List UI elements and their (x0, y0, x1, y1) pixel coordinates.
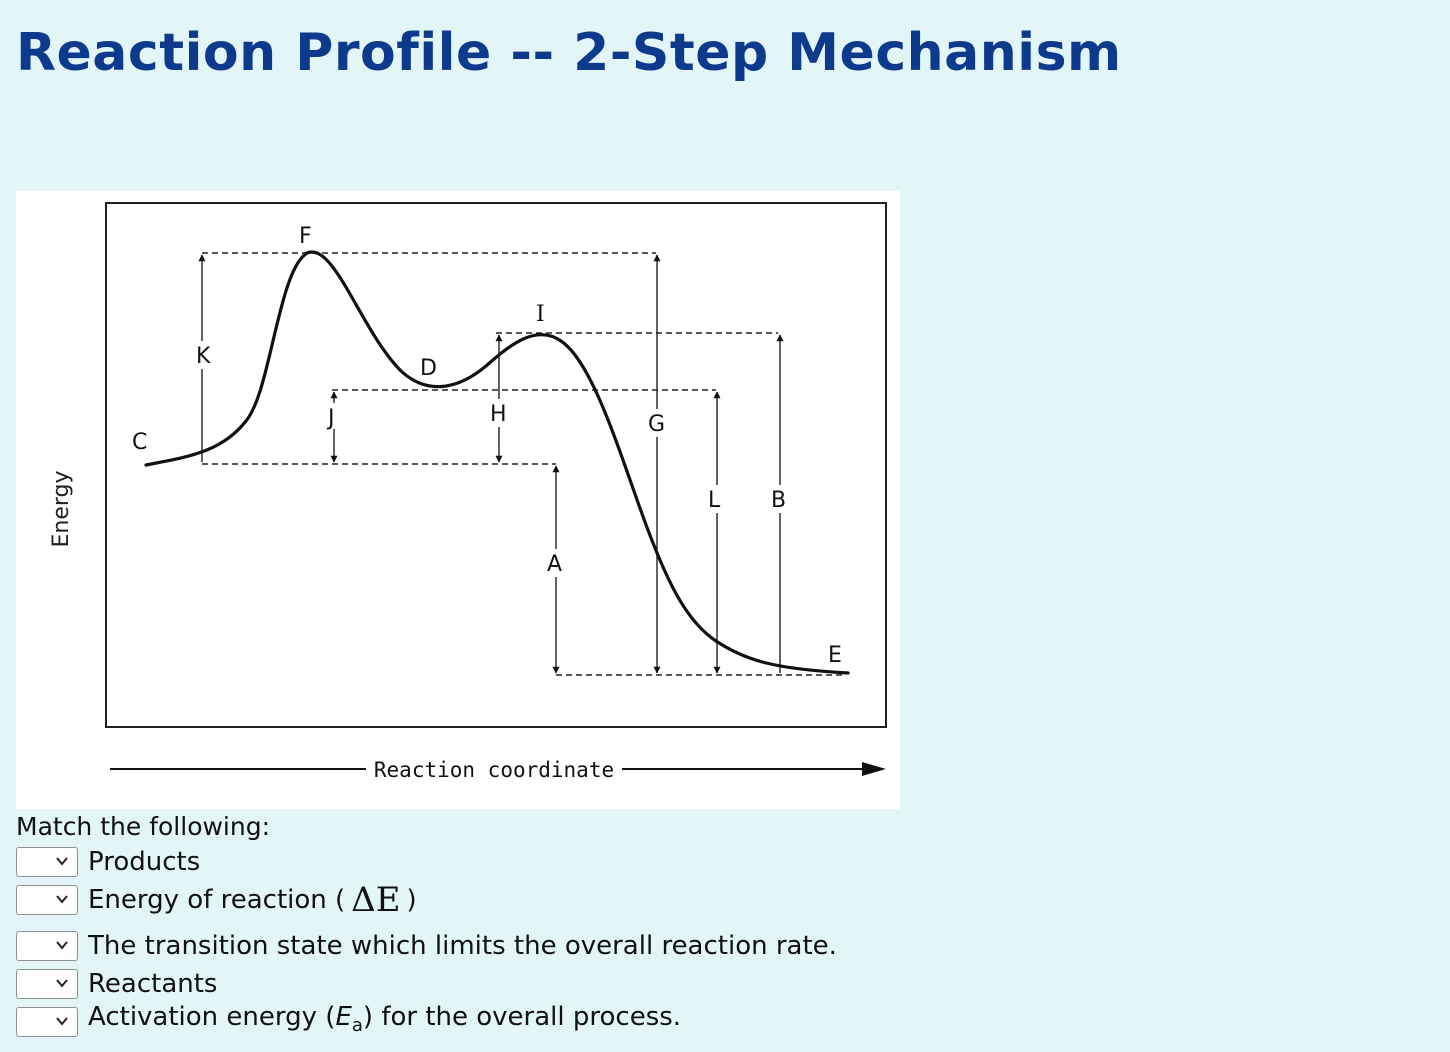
question-row-activation-energy: Activation energy (Ea) for the overall p… (16, 1002, 681, 1040)
question-row-energy-of-reaction: Energy of reaction (ΔE) (16, 882, 417, 918)
chevron-down-icon (56, 857, 68, 866)
label-f: F (299, 224, 312, 249)
energy-curve (144, 250, 850, 675)
reference-lines (202, 252, 846, 676)
plot-frame (105, 202, 887, 728)
point-labels: K F C D J H I G L B A E (132, 224, 842, 668)
label-k: K (196, 344, 211, 369)
questions-intro: Match the following: (16, 812, 271, 841)
question-row-reactants: Reactants (16, 966, 217, 1002)
reaction-profile-diagram: K F C D J H I G L B A E Energy Reaction … (16, 191, 900, 809)
label-i: I (536, 302, 545, 327)
ea-subscript: a (351, 1015, 363, 1037)
label-c: C (132, 430, 147, 455)
matching-questions: Match the following: Products Energy of … (16, 810, 1436, 1037)
question-text-reactants: Reactants (88, 969, 218, 999)
page-title: Reaction Profile -- 2-Step Mechanism (16, 23, 1122, 83)
chevron-down-icon (56, 941, 68, 950)
question-text-transition-state: The transition state which limits the ov… (88, 931, 837, 961)
x-axis-label: Reaction coordinate (374, 758, 614, 782)
y-axis-label: Energy (49, 470, 74, 547)
label-l: L (708, 488, 721, 513)
label-b: B (771, 488, 786, 513)
question-row-transition-state: The transition state which limits the ov… (16, 928, 837, 964)
label-h: H (490, 402, 507, 427)
chevron-down-icon (56, 979, 68, 988)
answer-select-transition-state[interactable] (16, 931, 78, 961)
x-axis-arrowhead (862, 762, 886, 776)
label-d: D (420, 356, 437, 381)
label-g: G (648, 412, 665, 437)
chevron-down-icon (56, 895, 68, 904)
question-text-ea-before: Activation energy ( (88, 1002, 336, 1033)
question-text-energy-after: ) (406, 885, 417, 915)
answer-select-energy-of-reaction[interactable] (16, 885, 78, 915)
answer-select-activation-energy[interactable] (16, 1007, 78, 1037)
label-a: A (547, 552, 562, 577)
question-text-energy-of-reaction: Energy of reaction (ΔE) (88, 882, 417, 918)
delta-e-symbol: ΔE (351, 880, 401, 920)
question-row-products: Products (16, 844, 200, 880)
energy-arrows (198, 254, 784, 674)
chevron-down-icon (56, 1017, 68, 1026)
ea-symbol: E (335, 1002, 352, 1033)
question-text-energy-before: Energy of reaction ( (88, 885, 346, 915)
label-e: E (828, 643, 842, 668)
question-text-products: Products (88, 847, 201, 877)
answer-select-products[interactable] (16, 847, 78, 877)
label-j: J (326, 406, 335, 431)
answer-select-reactants[interactable] (16, 969, 78, 999)
reaction-profile-svg: K F C D J H I G L B A E Energy Reaction … (49, 202, 887, 782)
question-text-ea-after: ) for the overall process. (362, 1002, 682, 1033)
question-text-activation-energy: Activation energy (Ea) for the overall p… (88, 999, 681, 1044)
